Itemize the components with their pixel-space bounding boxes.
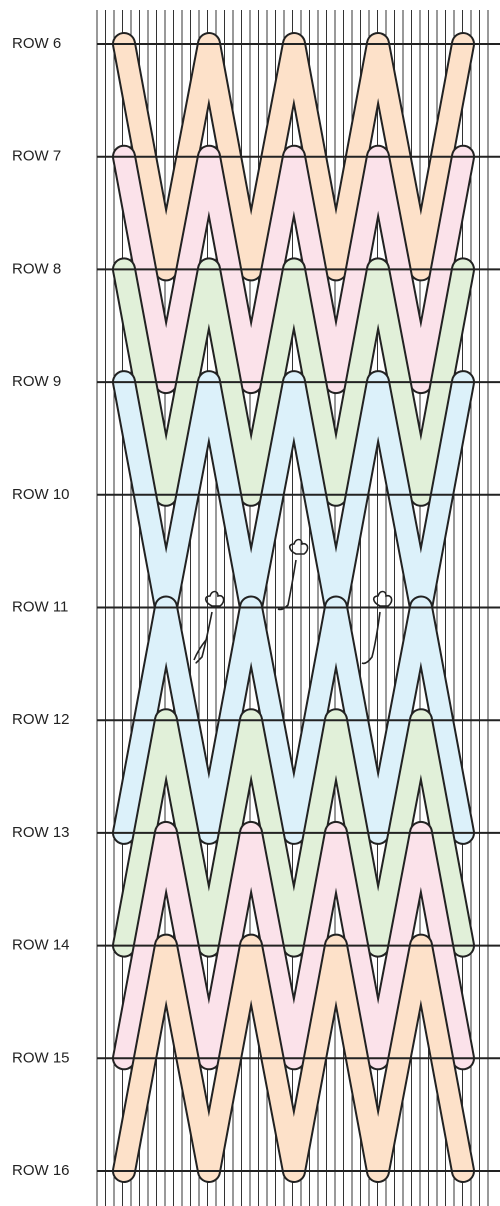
row-label: ROW 7: [12, 148, 61, 165]
flower-decorations: [193, 538, 393, 665]
row-label: ROW 9: [12, 373, 61, 390]
row-label: ROW 12: [12, 711, 70, 728]
row-label: ROW 15: [12, 1049, 70, 1066]
row-label: ROW 10: [12, 486, 70, 503]
row-labels: ROW 6 ROW 7 ROW 8 ROW 9 ROW 10 ROW 11 ROW 12 RO…: [12, 35, 70, 1179]
row-label: ROW 8: [12, 260, 61, 277]
row-label: ROW 13: [12, 824, 70, 841]
row-label: ROW 16: [12, 1162, 70, 1179]
row-label: ROW 6: [12, 35, 61, 52]
row-lines: [97, 43, 500, 1172]
row-label: ROW 11: [12, 598, 68, 615]
row-label: ROW 14: [12, 937, 70, 954]
